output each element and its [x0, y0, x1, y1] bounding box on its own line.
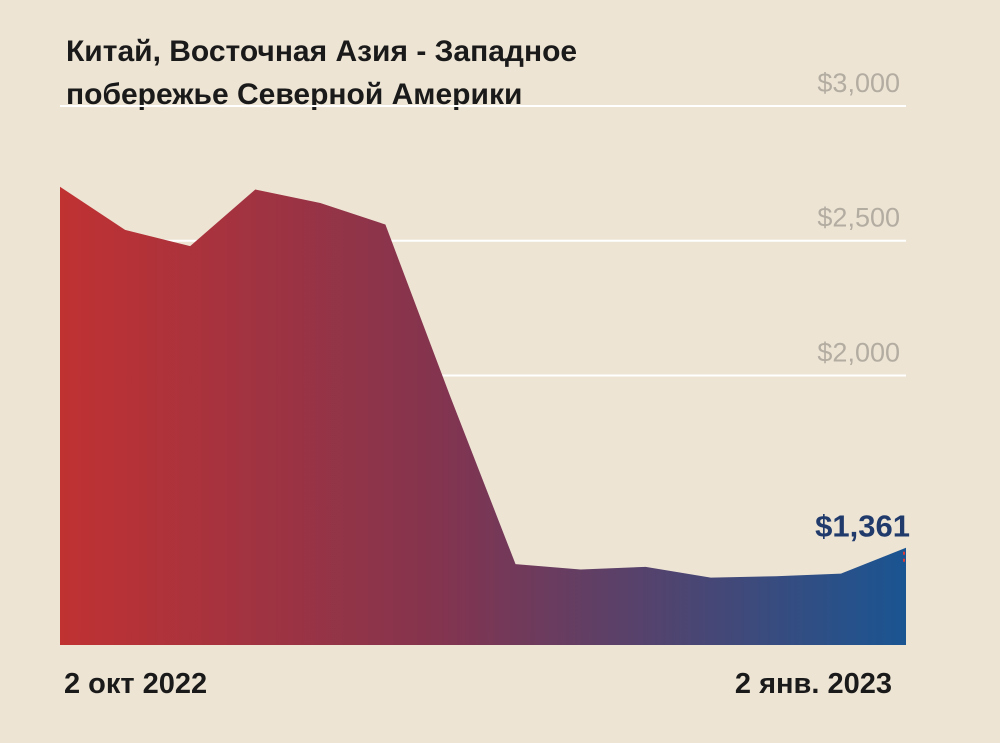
last-value-label: $1,361	[815, 509, 910, 544]
overlay-layer: $1,361	[815, 509, 910, 562]
chart-title: Китай, Восточная Азия - Западное побереж…	[66, 30, 766, 116]
x-axis-end-label: 2 янв. 2023	[734, 668, 892, 700]
y-tick-label: $3,000	[817, 68, 900, 98]
area-layer	[60, 186, 906, 646]
chart-title-line-1: Китай, Восточная Азия - Западное	[66, 35, 578, 68]
area-series	[60, 186, 906, 646]
y-tick-label: $2,000	[817, 337, 900, 367]
x-axis-start-label: 2 окт 2022	[64, 668, 208, 700]
y-tick-label: $2,500	[817, 203, 900, 233]
